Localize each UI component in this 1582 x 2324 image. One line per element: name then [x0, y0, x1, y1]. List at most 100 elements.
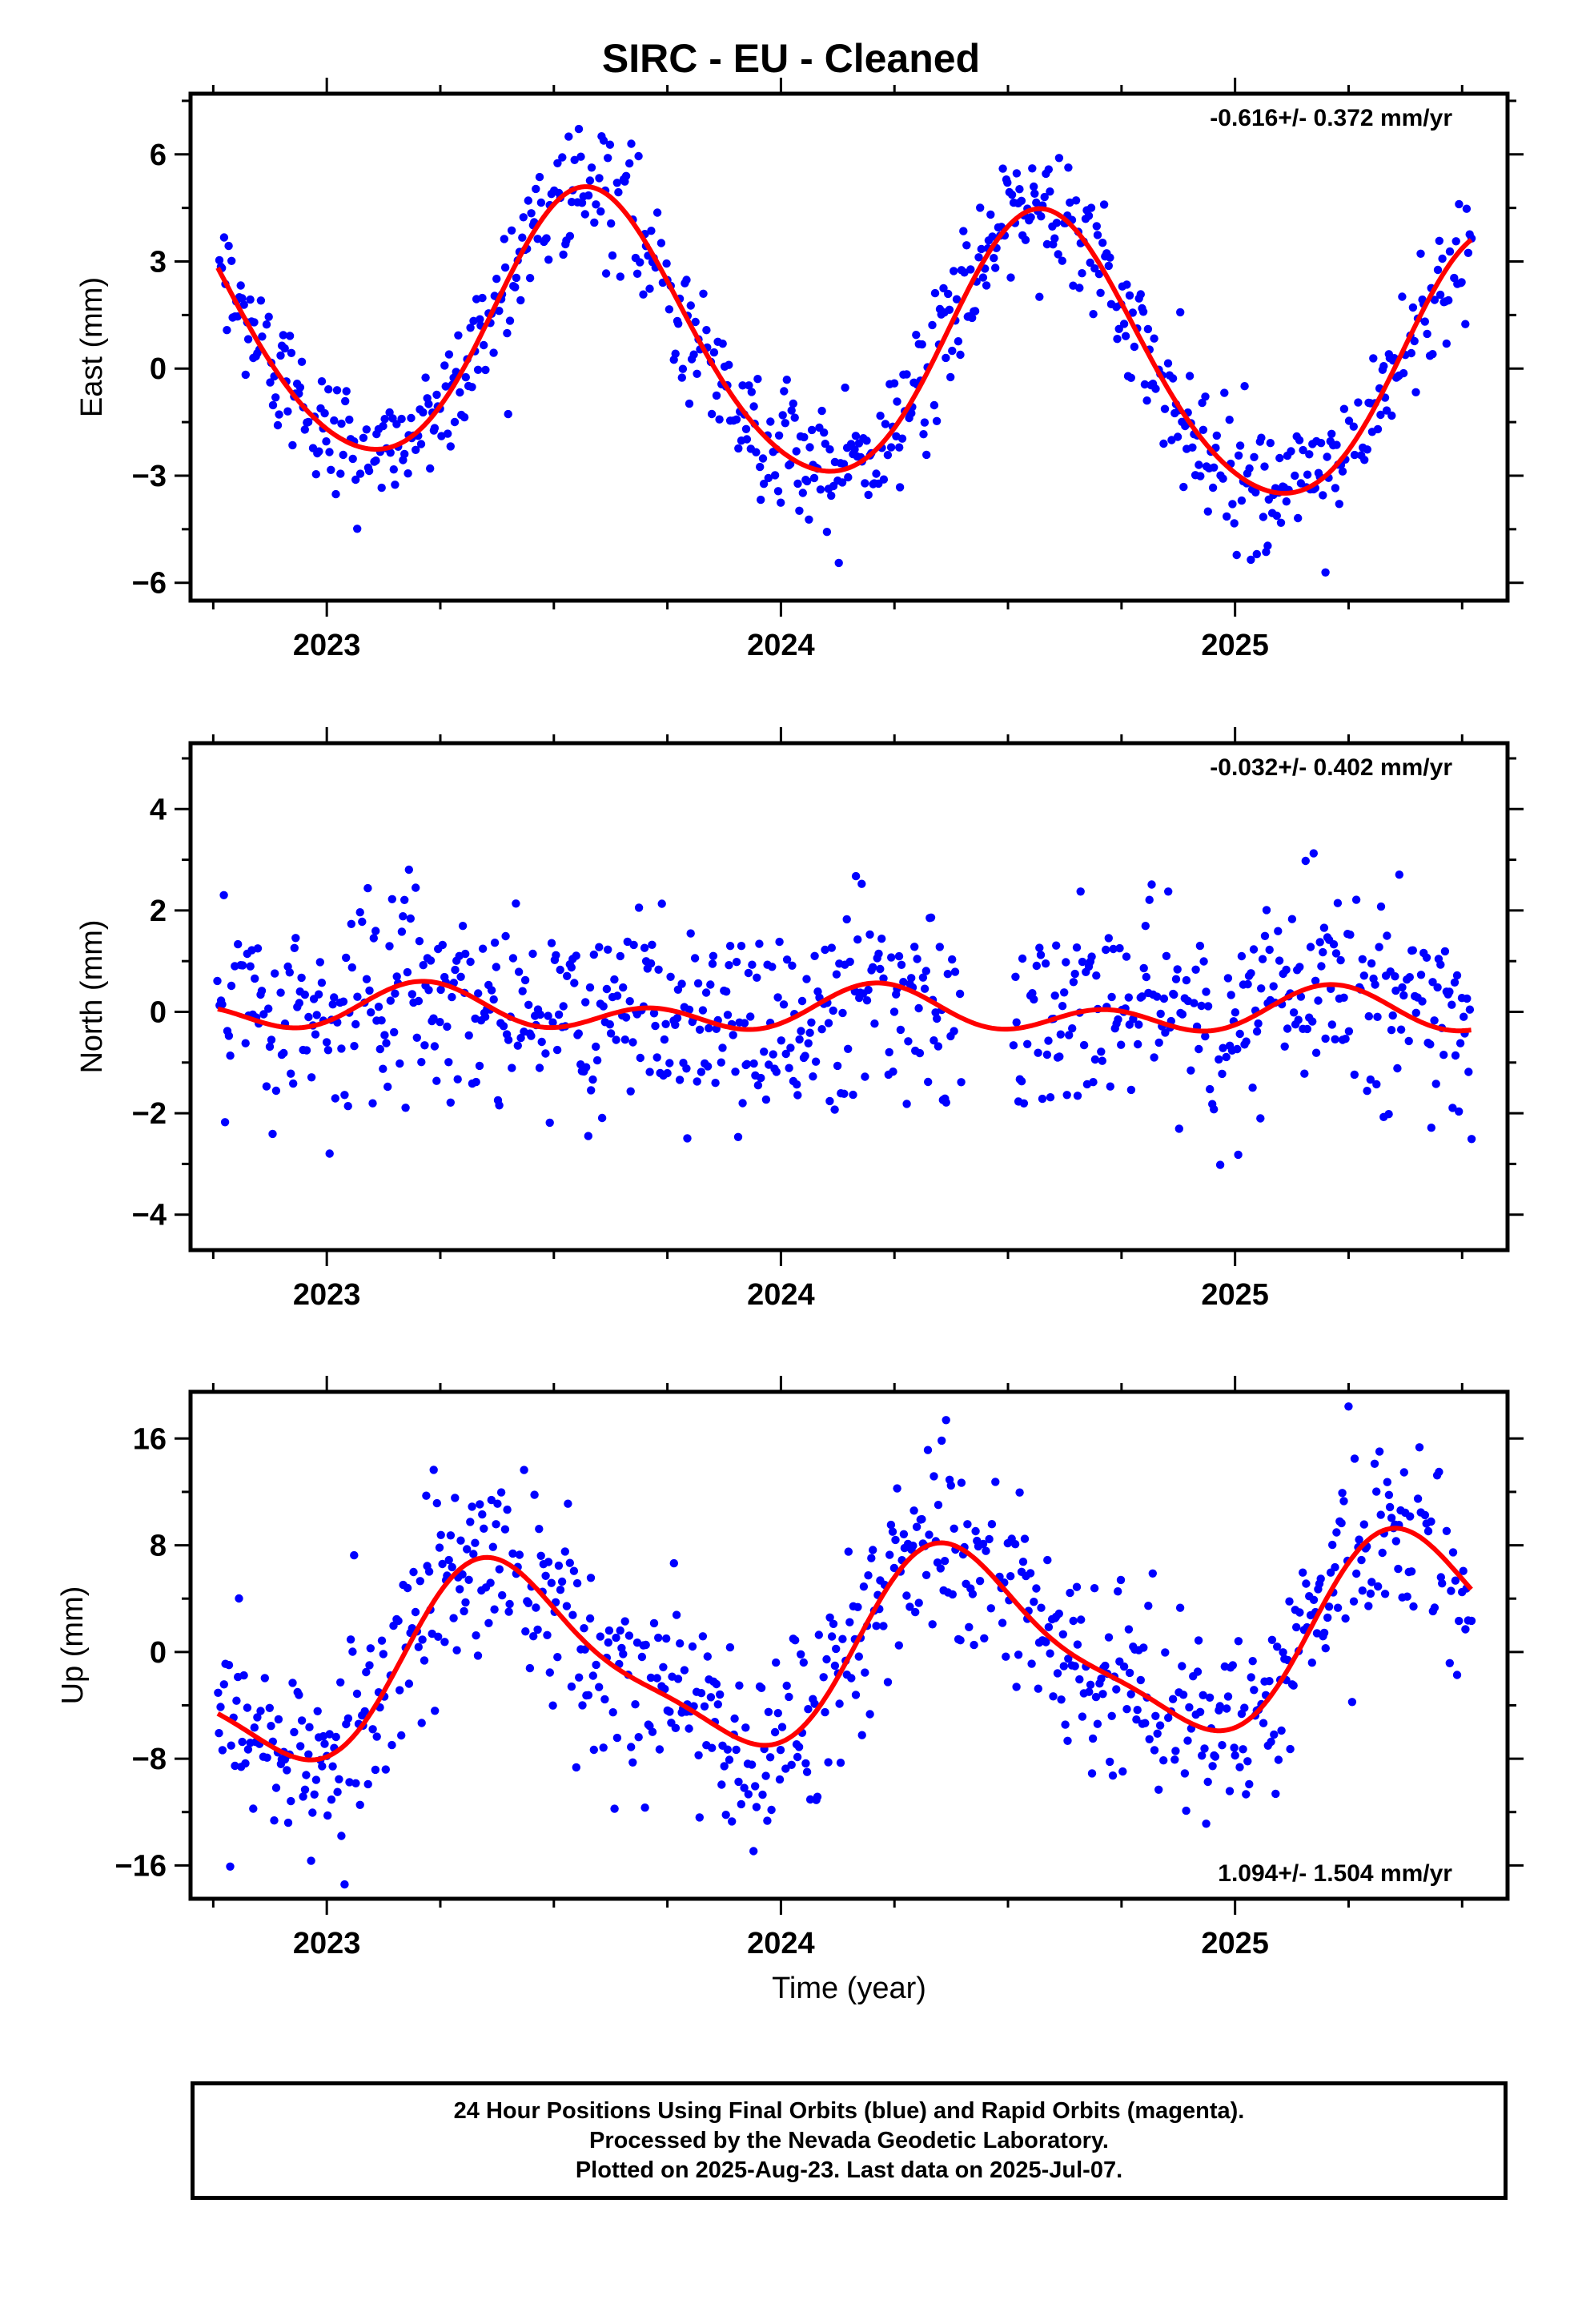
data-point	[604, 154, 612, 163]
data-point	[904, 1037, 913, 1046]
data-point	[300, 990, 309, 999]
data-point	[215, 255, 224, 265]
data-point	[1178, 1691, 1188, 1699]
data-point	[325, 448, 334, 456]
data-point	[768, 963, 777, 971]
y-tick-label: −2	[132, 1097, 167, 1131]
data-point	[348, 1647, 357, 1656]
data-point	[397, 927, 407, 936]
data-point	[623, 937, 632, 947]
data-point	[1044, 165, 1054, 174]
data-point	[232, 1696, 241, 1705]
data-point	[1215, 1160, 1225, 1169]
data-point	[853, 1602, 862, 1612]
data-point	[1179, 482, 1188, 492]
data-point	[718, 1043, 727, 1052]
data-point	[1171, 975, 1181, 983]
data-point	[223, 326, 231, 335]
data-point	[963, 1520, 972, 1529]
data-point	[619, 983, 628, 992]
data-point	[1020, 1534, 1030, 1543]
data-point	[220, 1118, 230, 1127]
data-point	[1231, 1751, 1239, 1760]
data-point	[1212, 431, 1222, 440]
data-point	[340, 1880, 349, 1889]
data-point	[372, 1732, 381, 1741]
data-point	[478, 293, 487, 303]
data-point	[1265, 945, 1274, 955]
data-point	[888, 1527, 897, 1536]
data-point	[897, 434, 907, 443]
data-point	[950, 1524, 958, 1534]
data-point	[419, 408, 428, 417]
data-point	[1307, 1659, 1317, 1667]
data-point	[417, 1719, 426, 1727]
data-point	[580, 210, 589, 219]
data-point	[288, 1679, 297, 1687]
data-point	[899, 1530, 909, 1539]
data-point	[345, 415, 354, 424]
data-point	[854, 1652, 864, 1661]
data-point	[351, 475, 360, 485]
data-point	[775, 937, 784, 947]
data-point	[544, 1558, 553, 1566]
data-point	[639, 290, 648, 299]
data-point	[889, 379, 899, 388]
data-point	[420, 1656, 429, 1665]
data-point	[416, 1577, 424, 1586]
data-point	[936, 1564, 946, 1573]
data-point	[1235, 441, 1245, 450]
data-point	[1122, 952, 1131, 961]
data-point	[835, 1699, 844, 1708]
data-point	[1338, 467, 1347, 476]
data-point	[241, 1759, 250, 1768]
data-point	[1173, 432, 1182, 441]
data-point	[829, 1006, 837, 1015]
data-point	[1054, 250, 1062, 259]
data-point	[1315, 938, 1324, 947]
data-point	[829, 1619, 838, 1629]
data-point	[1280, 1042, 1289, 1051]
data-point	[757, 1683, 766, 1692]
data-point	[493, 1499, 502, 1508]
data-point	[661, 1019, 670, 1029]
data-point	[1230, 519, 1239, 528]
data-point	[811, 1057, 821, 1066]
data-point	[267, 1035, 276, 1044]
data-point	[669, 1558, 678, 1568]
data-point	[1387, 1514, 1396, 1522]
data-point	[241, 370, 250, 380]
data-point	[1317, 962, 1326, 971]
data-point	[793, 479, 802, 489]
data-point	[1398, 983, 1407, 992]
data-point	[1072, 1582, 1082, 1591]
data-point	[631, 1700, 640, 1709]
data-point	[1044, 1622, 1054, 1632]
data-point	[1240, 1703, 1249, 1712]
data-point	[565, 231, 575, 240]
data-point	[287, 1069, 295, 1078]
data-point	[374, 1003, 383, 1011]
data-point	[355, 908, 364, 917]
data-point	[588, 1671, 597, 1680]
data-point	[1230, 1743, 1239, 1752]
data-point	[955, 989, 965, 999]
data-point	[1126, 1085, 1136, 1095]
data-point	[766, 417, 775, 426]
plot-frame-east	[188, 91, 1510, 603]
data-point	[1075, 1675, 1084, 1684]
data-point	[821, 945, 829, 955]
data-point	[861, 1668, 869, 1677]
data-point	[792, 447, 801, 456]
y-tick-label: −16	[115, 1849, 167, 1883]
data-point	[508, 954, 518, 963]
data-point	[1136, 1675, 1146, 1685]
data-point	[430, 424, 440, 432]
data-point	[851, 432, 861, 440]
data-point	[403, 1583, 412, 1593]
data-point	[213, 976, 222, 986]
data-point	[1086, 258, 1094, 267]
data-point	[1046, 187, 1054, 196]
data-point	[1007, 191, 1017, 199]
data-point	[310, 1790, 319, 1799]
